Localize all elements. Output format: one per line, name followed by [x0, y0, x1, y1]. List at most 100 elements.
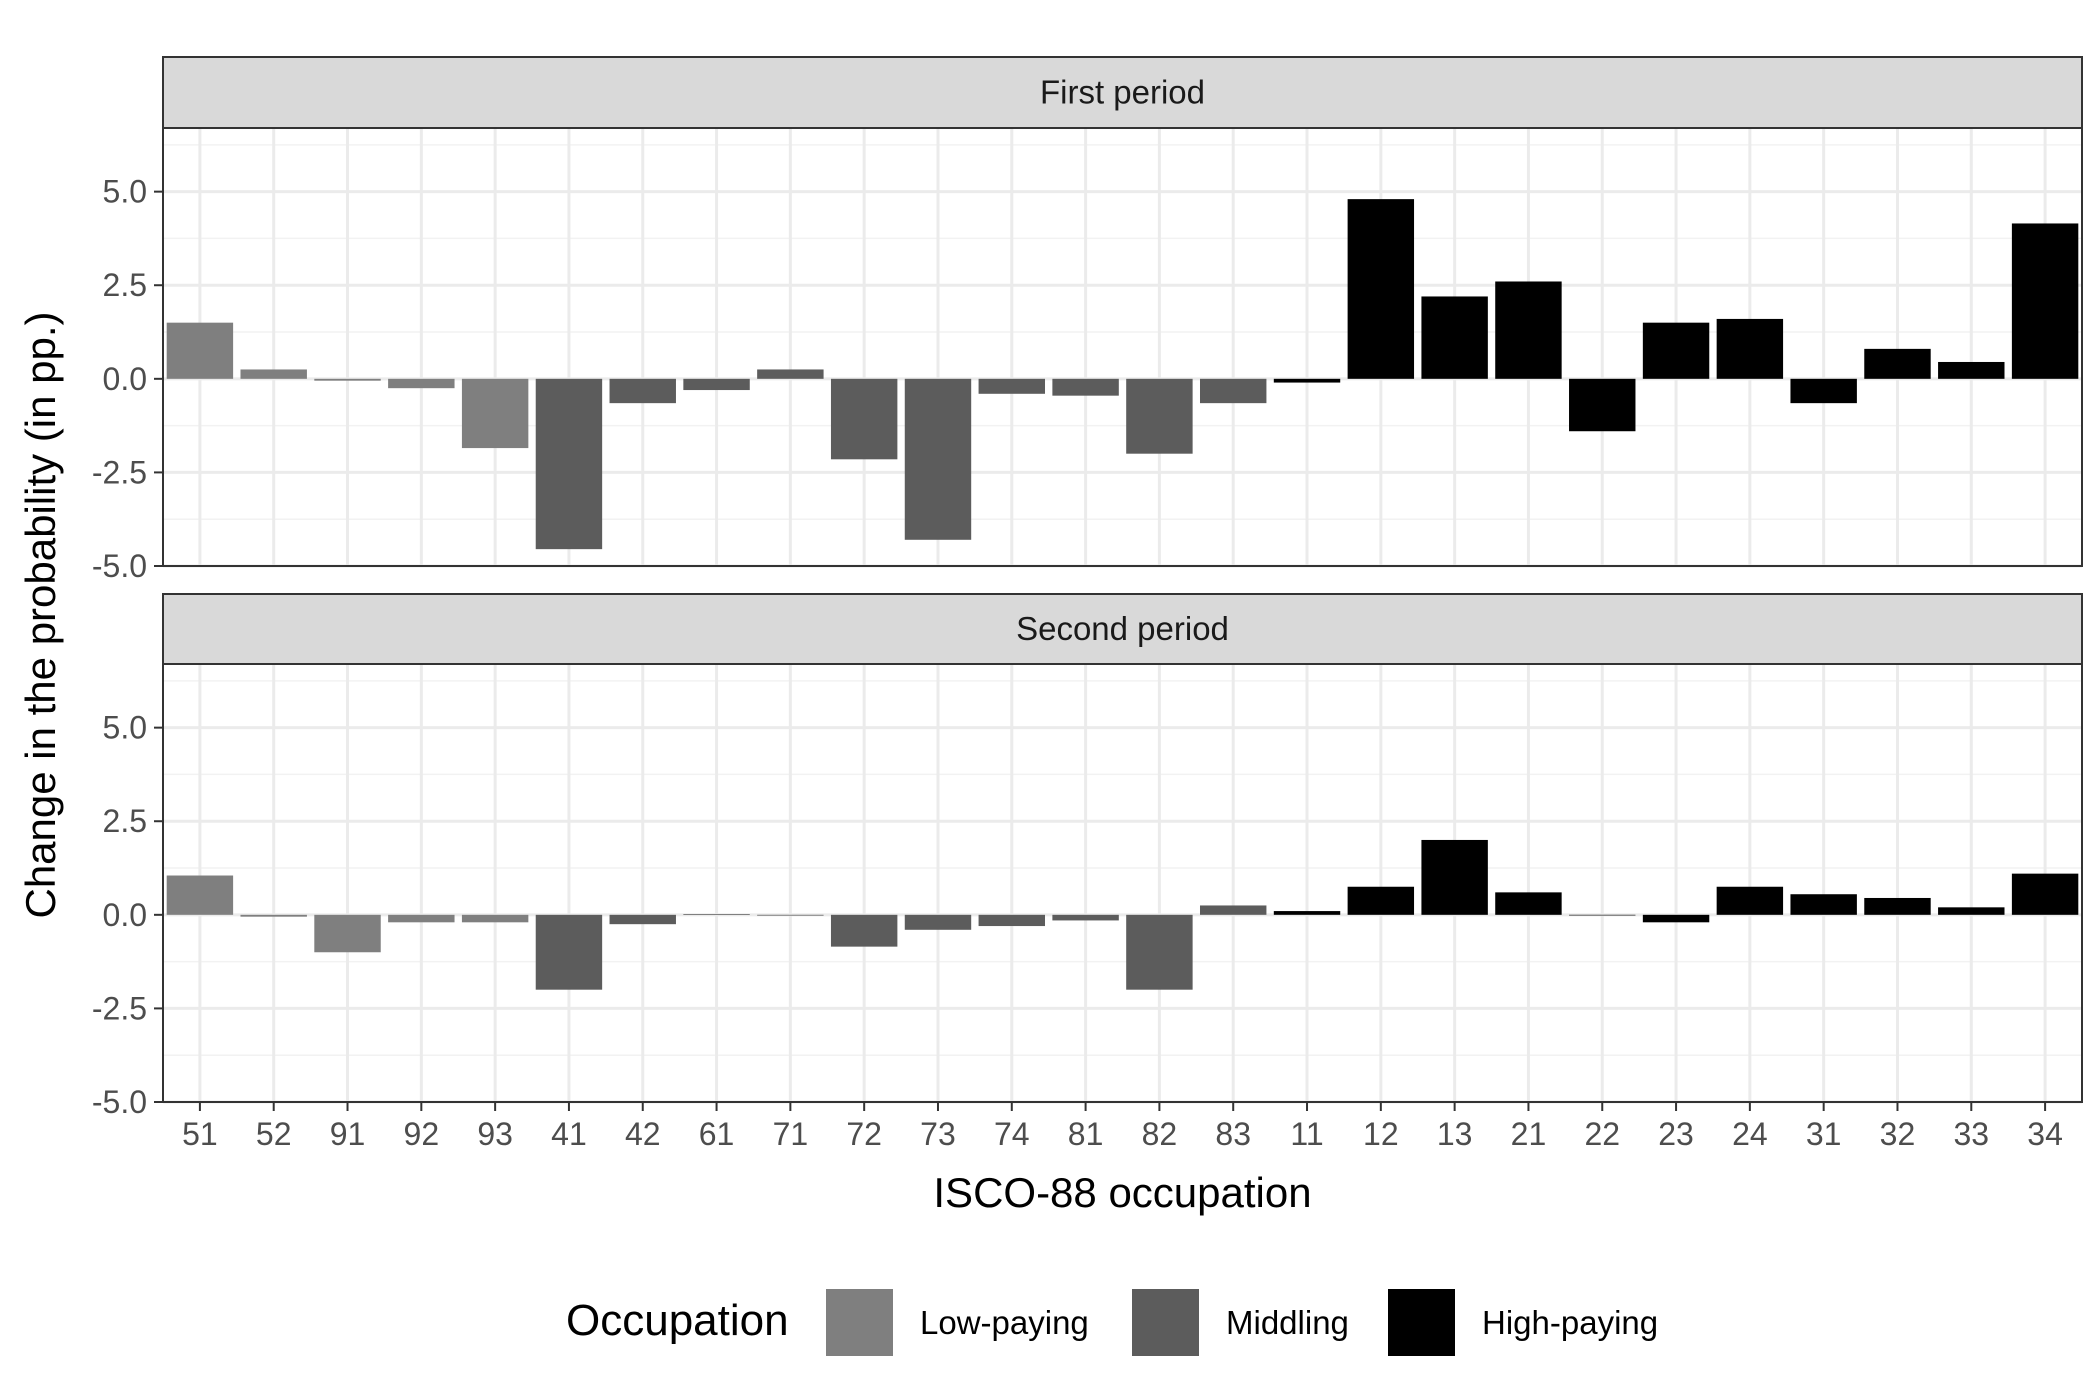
x-tick-label: 81 [1068, 1116, 1104, 1152]
y-tick-label: 5.0 [103, 710, 147, 746]
bar-34 [2011, 873, 2079, 915]
x-tick-label: 91 [330, 1116, 366, 1152]
bar-42 [609, 914, 676, 925]
x-tick-label: 71 [773, 1116, 809, 1152]
bar-31 [1790, 894, 1857, 915]
x-tick-label: 73 [920, 1116, 956, 1152]
bar-81 [1052, 914, 1119, 921]
x-tick-label: 83 [1215, 1116, 1251, 1152]
panel-border [162, 663, 2083, 1103]
bar-91 [314, 378, 381, 381]
bar-92 [388, 914, 455, 923]
bar-21 [1495, 281, 1562, 379]
y-tick-label: 2.5 [103, 803, 147, 839]
y-tick-label: -5.0 [92, 548, 147, 584]
y-tick-label: 5.0 [103, 174, 147, 210]
x-tick-label: 61 [699, 1116, 735, 1152]
bar-31 [1790, 378, 1857, 404]
bar-32 [1864, 348, 1931, 379]
x-tick-label: 52 [256, 1116, 292, 1152]
bar-92 [388, 378, 455, 389]
legend-key-high-paying [1388, 1289, 1455, 1356]
bar-83 [1199, 378, 1267, 404]
bar-12 [1347, 886, 1415, 915]
bar-72 [830, 378, 898, 460]
bar-24 [1716, 318, 1784, 379]
bar-72 [830, 914, 898, 947]
bar-13 [1421, 839, 1488, 915]
x-tick-label: 42 [625, 1116, 661, 1152]
bar-33 [1938, 907, 2005, 915]
panel-first-period: First period -5.0 -2.5 0.0 2.5 5.0 [92, 56, 2083, 584]
bar-61 [683, 914, 750, 915]
bar-24 [1716, 886, 1784, 915]
x-tick-label: 92 [404, 1116, 440, 1152]
x-axis-title: ISCO-88 occupation [933, 1169, 1311, 1216]
bar-93 [461, 914, 529, 923]
bar-34 [2011, 223, 2079, 379]
panel-background [163, 128, 2082, 566]
bar-93 [461, 378, 529, 449]
bar-52 [240, 914, 307, 917]
x-tick-label: 32 [1880, 1116, 1916, 1152]
x-tick-label: 11 [1290, 1116, 1323, 1152]
y-tick-label: 2.5 [103, 267, 147, 303]
bar-52 [240, 369, 307, 379]
y-tick-label: 0.0 [103, 897, 147, 933]
bar-11 [1273, 911, 1341, 915]
y-axis-title: Change in the probability (in pp.) [17, 311, 64, 918]
x-tick-label: 51 [182, 1116, 218, 1152]
bar-22 [1569, 378, 1636, 432]
x-tick-label: 23 [1658, 1116, 1694, 1152]
x-tick-label: 12 [1363, 1116, 1399, 1152]
bar-82 [1126, 914, 1193, 990]
bar-51 [166, 322, 234, 379]
bar-71 [757, 914, 824, 916]
bar-74 [978, 378, 1046, 394]
y-tick-label: -5.0 [92, 1084, 147, 1120]
y-tick-label: 0.0 [103, 361, 147, 397]
x-tick-label: 21 [1511, 1116, 1547, 1152]
bar-12 [1347, 199, 1415, 379]
bar-71 [757, 369, 824, 379]
bar-32 [1864, 897, 1931, 915]
panel-border [162, 127, 2083, 567]
bar-41 [535, 914, 603, 990]
legend-title: Occupation [566, 1296, 789, 1345]
legend-key-low-paying [826, 1289, 893, 1356]
bar-41 [535, 378, 603, 550]
bar-23 [1642, 914, 1710, 923]
bar-21 [1495, 892, 1562, 915]
x-tick-label: 34 [2027, 1116, 2063, 1152]
x-tick-label: 82 [1142, 1116, 1178, 1152]
bar-83 [1199, 905, 1267, 915]
y-tick-label: -2.5 [92, 990, 147, 1026]
x-tick-label: 13 [1437, 1116, 1473, 1152]
x-tick-label: 31 [1806, 1116, 1842, 1152]
bar-23 [1642, 322, 1710, 379]
bar-91 [314, 914, 381, 953]
bar-11 [1273, 378, 1341, 383]
x-tick-label: 74 [994, 1116, 1030, 1152]
facet-strip [162, 56, 2083, 129]
panel-second-period: Second period -5.0 -2.5 0.0 2.5 5.0 [92, 593, 2083, 1120]
facet-strip [162, 593, 2083, 665]
y-tick-label: -2.5 [92, 454, 147, 490]
facet-strip-label: Second period [1016, 610, 1229, 647]
x-tick-label: 41 [551, 1116, 587, 1152]
bar-51 [166, 875, 234, 915]
bar-13 [1421, 296, 1488, 379]
x-tick-label: 93 [477, 1116, 513, 1152]
bar-73 [904, 914, 972, 930]
bar-33 [1938, 361, 2005, 379]
legend: Occupation Low-paying Middling High-paying [566, 1289, 1658, 1356]
bar-82 [1126, 378, 1193, 454]
panel-background [163, 664, 2082, 1102]
bar-42 [609, 378, 676, 404]
x-tick-label: 24 [1732, 1116, 1768, 1152]
x-tick-label: 72 [846, 1116, 882, 1152]
x-tick-label: 22 [1584, 1116, 1620, 1152]
bar-73 [904, 378, 972, 540]
bar-22 [1569, 914, 1636, 916]
legend-label: Middling [1226, 1304, 1349, 1341]
